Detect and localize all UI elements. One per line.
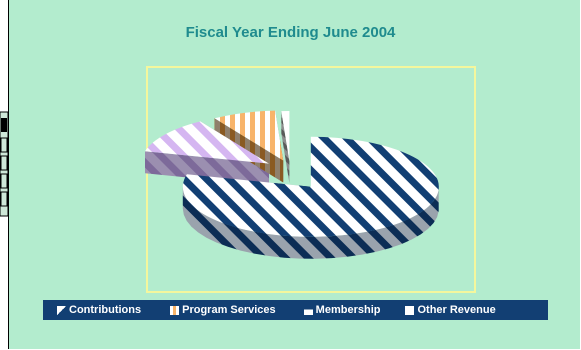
legend-label-contributions: Contributions	[69, 304, 142, 316]
legend-item-membership: Membership	[303, 304, 381, 316]
pie-slice-side-other-revenue	[182, 186, 439, 259]
chart-title: Fiscal Year Ending June 2004	[185, 24, 396, 41]
pie-slice-other-revenue	[182, 136, 439, 237]
membership-swatch-icon	[303, 305, 313, 315]
legend-label-program-services: Program Services	[182, 304, 276, 316]
pie-slice-membership	[145, 121, 269, 164]
pie-slice-cut-program-services	[214, 118, 284, 183]
legend-item-contributions: Contributions	[57, 304, 141, 316]
left-edge-artifact	[0, 111, 9, 217]
legend-item-program-services: Program Services	[170, 304, 276, 316]
pie-slice-program-services	[214, 110, 284, 161]
plot-area-border	[146, 66, 476, 293]
other-revenue-swatch-icon	[405, 305, 415, 315]
pie-slices	[145, 110, 439, 259]
program-services-swatch-icon	[170, 305, 180, 315]
legend-item-other-revenue: Other Revenue	[405, 304, 496, 316]
pie-slice-contributions	[281, 111, 290, 162]
contributions-swatch-icon	[57, 305, 66, 315]
pie-slice-cut-contributions	[281, 111, 290, 184]
pie-slice-cut-membership	[145, 151, 269, 186]
legend-label-other-revenue: Other Revenue	[417, 304, 496, 316]
chart-legend: Contributions Program Services Membershi…	[43, 300, 548, 320]
legend-label-membership: Membership	[315, 304, 381, 316]
chart-background	[8, 0, 580, 349]
